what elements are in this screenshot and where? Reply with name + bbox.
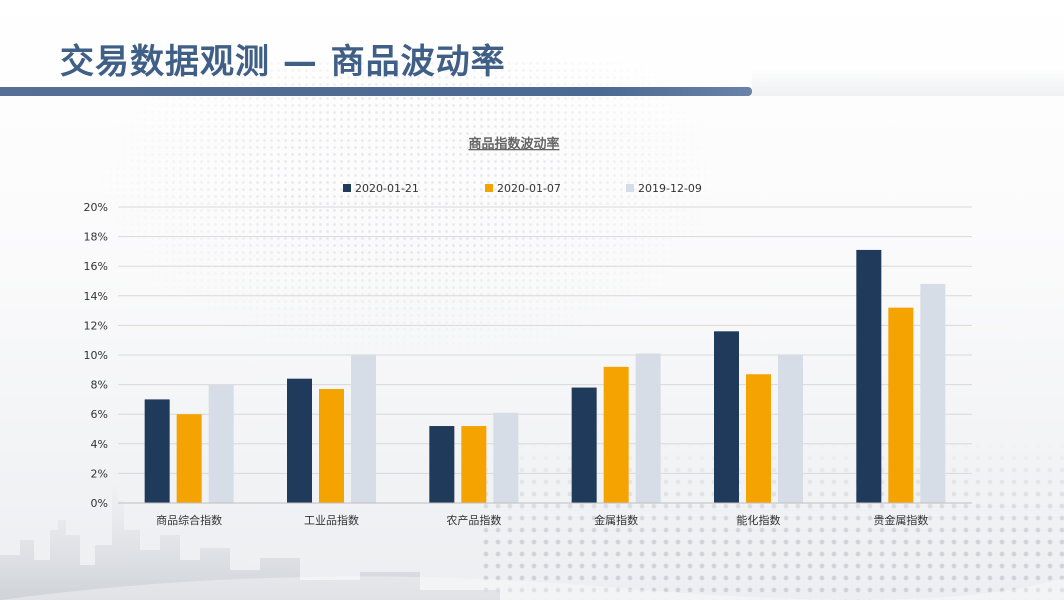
- city-skyline-background: [0, 480, 1064, 600]
- y-tick-label: 8%: [91, 379, 108, 392]
- y-tick-label: 4%: [91, 438, 108, 451]
- bar: [856, 249, 882, 503]
- x-axis-ticks: 商品综合指数 工业品指数 农产品指数 金属指数 能化指数 贵金属指数: [156, 513, 928, 527]
- y-tick-label: 18%: [84, 231, 108, 244]
- y-tick-label: 10%: [84, 349, 108, 362]
- y-tick-label: 6%: [91, 408, 108, 421]
- bar: [778, 355, 803, 503]
- bar: [208, 384, 234, 503]
- bar: [319, 389, 344, 503]
- y-axis-ticks: 0% 2% 4% 6% 8% 10% 12% 14% 16% 18% 20%: [84, 201, 108, 510]
- legend-swatch: [343, 184, 351, 192]
- x-tick-label: 金属指数: [594, 513, 638, 527]
- x-tick-label: 工业品指数: [304, 513, 359, 527]
- legend: 2020-01-21 2020-01-07 2019-12-09: [343, 182, 702, 195]
- bar: [176, 414, 202, 503]
- bar: [429, 426, 455, 503]
- title-bar-highlight: [752, 68, 1064, 96]
- chart-title: 商品指数波动率: [468, 136, 559, 152]
- bar: [746, 374, 771, 503]
- x-tick-label: 农产品指数: [446, 513, 501, 527]
- x-tick-label: 能化指数: [737, 513, 781, 527]
- bar: [287, 378, 312, 503]
- bars: [144, 249, 946, 503]
- bar: [888, 307, 914, 503]
- bar: [603, 366, 629, 503]
- bar: [461, 426, 487, 503]
- y-tick-label: 12%: [84, 319, 108, 332]
- bar: [571, 387, 597, 503]
- gridlines: [118, 206, 972, 474]
- legend-label: 2020-01-21: [355, 182, 419, 195]
- slide-title: 交易数据观测 — 商品波动率: [60, 42, 506, 82]
- world-map-dots-background: [100, 60, 720, 360]
- x-tick-label: 商品综合指数: [156, 513, 222, 527]
- bar: [714, 331, 739, 503]
- y-tick-label: 2%: [91, 467, 108, 480]
- bar: [635, 353, 661, 503]
- title-underline-bar: [0, 87, 752, 96]
- bar: [920, 283, 946, 503]
- legend-swatch: [626, 184, 634, 192]
- bar: [493, 412, 519, 503]
- x-tick-label: 贵金属指数: [873, 513, 928, 527]
- legend-swatch: [485, 184, 493, 192]
- y-tick-label: 14%: [84, 290, 108, 303]
- legend-label: 2019-12-09: [638, 182, 702, 195]
- legend-label: 2020-01-07: [497, 182, 561, 195]
- bar: [144, 399, 170, 503]
- y-tick-label: 20%: [84, 201, 108, 214]
- bar: [351, 355, 376, 503]
- y-tick-label: 0%: [91, 497, 108, 510]
- y-tick-label: 16%: [84, 260, 108, 273]
